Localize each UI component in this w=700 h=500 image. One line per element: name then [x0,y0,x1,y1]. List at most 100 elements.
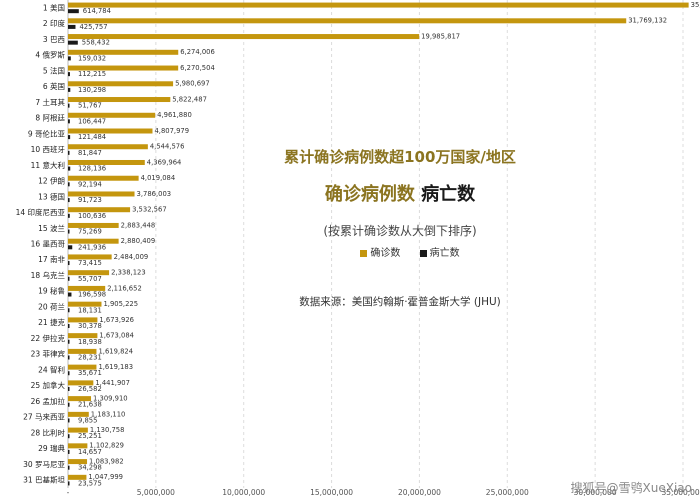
category-label: 24 智利 [38,364,65,374]
bar-confirmed [68,238,119,244]
legend-swatch-deaths [419,249,427,257]
data-label-deaths: 128,136 [78,165,106,173]
category-label: 23 菲律宾 [31,349,66,359]
bar-deaths [68,261,70,266]
category-label: 17 南非 [38,254,65,264]
data-label-deaths: 34,298 [78,464,102,472]
category-label: 18 乌克兰 [31,270,66,280]
subtitle-confirmed: 确诊病例数 [324,184,415,205]
bar-deaths [68,371,70,376]
category-label: 29 瑞典 [38,443,65,453]
bar-deaths [68,434,70,439]
legend-swatch-confirmed [360,249,368,257]
category-label: 27 马来西亚 [23,413,65,422]
category-label: 5 法国 [43,65,65,75]
category-label: 1 美国 [43,2,65,12]
x-tick-label: 20,000,000 [398,488,441,497]
data-label-deaths: 9,855 [78,416,97,424]
bar-confirmed [68,317,98,323]
data-label-deaths: 25,251 [78,432,102,440]
category-label: 13 德国 [38,191,65,201]
sort-note: (按累计确诊数从大倒下排序) [323,224,477,238]
category-label: 16 墨西哥 [31,240,66,249]
data-label-deaths: 18,938 [78,338,102,346]
subtitle-deaths: 病亡数 [421,184,476,205]
data-source: 数据来源：美国约翰斯·霍普金斯大学 (JHU) [299,296,501,308]
legend-item-confirmed: 确诊数 [360,248,400,259]
category-label: 30 罗马尼亚 [23,460,65,469]
data-label-confirmed: 1,619,183 [98,363,133,371]
category-label: 4 俄罗斯 [35,50,65,60]
bar-deaths [68,276,70,281]
data-label-confirmed: 1,619,824 [98,347,133,355]
data-label-confirmed: 19,985,817 [421,32,460,40]
bar-confirmed [68,207,131,213]
bar-deaths [68,150,70,155]
data-label-deaths: 21,638 [78,401,102,409]
category-label: 11 意大利 [31,160,65,170]
x-tick-label: 5,000,000 [137,488,175,497]
data-label-deaths: 81,847 [78,149,102,157]
bar-confirmed [68,333,98,339]
category-label: 19 秘鲁 [38,286,65,296]
data-label-confirmed: 1,441,907 [95,379,130,387]
data-label-deaths: 26,582 [78,385,102,393]
category-label: 2 印度 [43,18,66,28]
bar-confirmed [68,459,88,465]
data-label-deaths: 23,575 [78,479,102,487]
bar-confirmed [68,396,92,402]
data-label-confirmed: 35,320,199 [691,1,700,9]
bar-confirmed [68,427,88,433]
bar-confirmed [68,270,110,276]
data-label-confirmed: 1,309,910 [93,395,128,403]
data-label-confirmed: 4,544,576 [150,143,185,151]
bar-deaths [68,481,70,486]
data-label-confirmed: 1,183,110 [91,410,126,418]
x-tick-label: 15,000,000 [310,488,353,497]
category-label: 6 英国 [43,81,65,91]
bar-deaths [68,229,70,234]
bar-deaths [68,402,70,407]
bar-confirmed [68,474,87,480]
data-label-deaths: 112,215 [78,70,106,78]
data-label-confirmed: 5,822,487 [172,95,207,103]
category-label: 7 土耳其 [35,97,65,107]
bar-deaths [68,72,70,77]
bar-confirmed [68,443,88,449]
bar-deaths [68,292,72,297]
category-label: 3 巴西 [43,35,66,44]
data-label-confirmed: 2,338,123 [111,269,146,277]
category-label: 26 孟加拉 [31,396,66,406]
bar-deaths [68,449,70,454]
bar-deaths [68,213,70,218]
bar-confirmed [68,175,139,181]
data-label-confirmed: 2,116,652 [107,284,142,292]
data-label-deaths: 425,757 [79,23,107,31]
data-label-deaths: 241,936 [78,243,106,251]
data-label-deaths: 73,415 [78,259,102,267]
data-label-deaths: 14,657 [78,448,102,456]
legend-label-confirmed: 确诊数 [370,248,401,259]
data-label-deaths: 51,767 [78,102,102,110]
x-tick-label: 10,000,000 [222,488,265,497]
data-label-confirmed: 1,102,829 [89,442,124,450]
data-label-confirmed: 5,980,697 [175,80,210,88]
bar-deaths [68,135,71,140]
data-label-confirmed: 31,769,132 [628,17,667,25]
data-label-deaths: 196,598 [78,291,106,299]
x-tick-label: 30,000,000 [574,488,617,497]
bar-confirmed [68,97,171,103]
bar-confirmed [68,411,89,417]
bar-deaths [68,166,71,171]
bar-confirmed [68,301,102,307]
bar-confirmed [68,112,156,118]
category-label: 9 哥伦比亚 [28,128,66,138]
bar-deaths [68,103,70,108]
data-label-deaths: 92,194 [78,180,102,188]
x-tick-label: 25,000,000 [486,488,529,497]
bar-deaths [68,87,71,92]
bar-confirmed [68,159,145,165]
category-label: 15 波兰 [38,223,65,233]
bar-deaths [68,308,70,313]
data-label-confirmed: 1,047,999 [88,473,123,481]
